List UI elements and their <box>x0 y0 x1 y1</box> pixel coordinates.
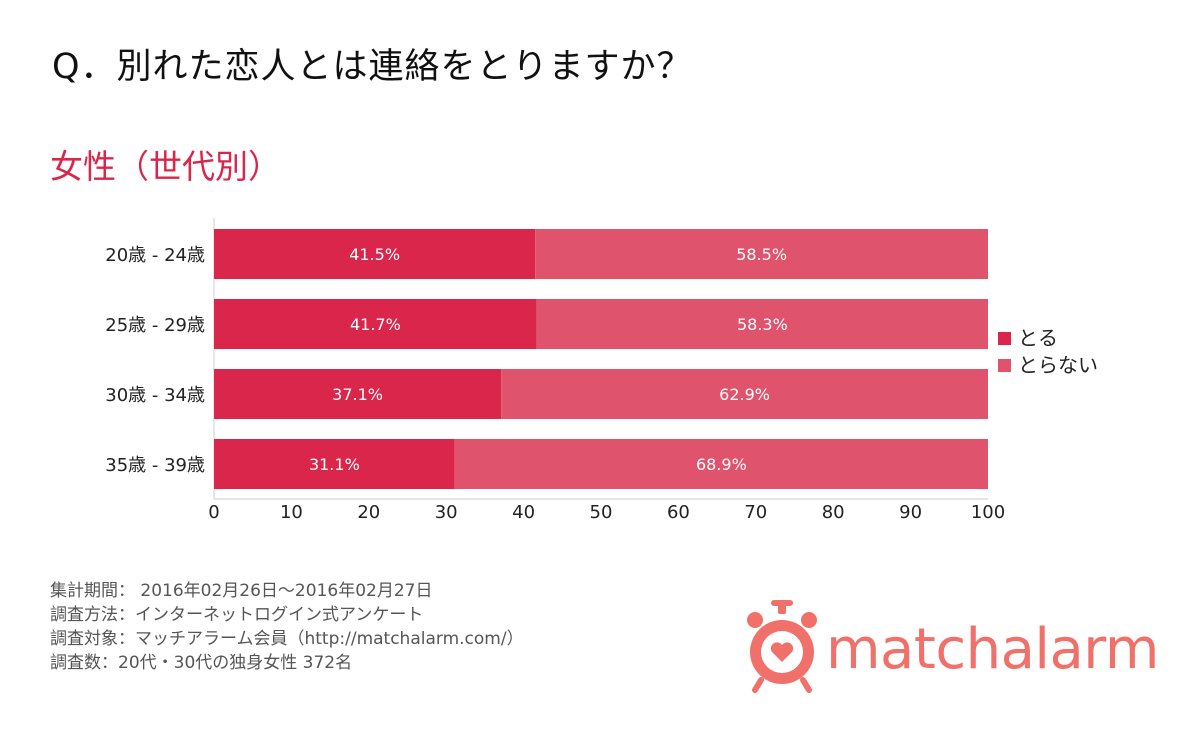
x-tick-label: 0 <box>208 502 219 523</box>
x-tick-label: 40 <box>512 502 535 523</box>
data-label: 58.5% <box>736 245 787 264</box>
bar-toranai <box>535 229 988 279</box>
x-tick-label: 10 <box>280 502 303 523</box>
data-label: 31.1% <box>309 455 360 474</box>
legend-label: とる <box>1018 326 1058 350</box>
data-label: 37.1% <box>332 385 383 404</box>
bar-toranai <box>501 369 988 419</box>
legend-swatch <box>998 332 1011 345</box>
question-title: Q．別れた恋人とは連絡をとりますか？ <box>52 47 693 87</box>
survey-target: 調査対象：マッチアラーム会員（http://matchalarm.com/） <box>50 629 524 649</box>
bar-toranai <box>536 299 988 349</box>
survey-period: 集計期間： 2016年02月26日～2016年02月27日 <box>50 581 433 601</box>
legend-label: とらない <box>1018 353 1098 377</box>
bar-toru <box>214 229 536 279</box>
matchalarm-brand: matchalarm <box>744 596 1164 706</box>
survey-count: 調査数：20代・30代の独身女性 372名 <box>50 653 353 673</box>
bar-toru <box>214 369 502 419</box>
legend-swatch <box>998 359 1011 372</box>
bar-toru <box>214 439 455 489</box>
data-label: 68.9% <box>696 455 747 474</box>
survey-method: 調査方法：インターネットログイン式アンケート <box>50 605 424 625</box>
x-tick-label: 50 <box>590 502 613 523</box>
x-tick-label: 100 <box>971 502 1005 523</box>
x-tick-label: 60 <box>667 502 690 523</box>
x-tick-label: 20 <box>357 502 380 523</box>
x-tick-label: 90 <box>899 502 922 523</box>
bar-toru <box>214 299 537 349</box>
data-label: 41.7% <box>350 315 401 334</box>
bar-toranai <box>454 439 988 489</box>
brand-name: matchalarm <box>826 617 1159 682</box>
survey-footer: 集計期間： 2016年02月26日～2016年02月27日 調査方法：インターネ… <box>50 579 524 675</box>
alarm-clock-logo-icon <box>747 600 817 693</box>
x-tick-label: 70 <box>744 502 767 523</box>
data-label: 62.9% <box>719 385 770 404</box>
category-label: 20歳 - 24歳 <box>105 245 205 266</box>
category-label: 25歳 - 29歳 <box>105 315 205 336</box>
category-label: 30歳 - 34歳 <box>105 385 205 406</box>
x-tick-label: 80 <box>822 502 845 523</box>
data-label: 58.3% <box>737 315 788 334</box>
chart-subtitle: 女性（世代別） <box>50 147 281 186</box>
data-label: 41.5% <box>349 245 400 264</box>
x-tick-label: 30 <box>435 502 458 523</box>
category-label: 35歳 - 39歳 <box>105 455 205 476</box>
